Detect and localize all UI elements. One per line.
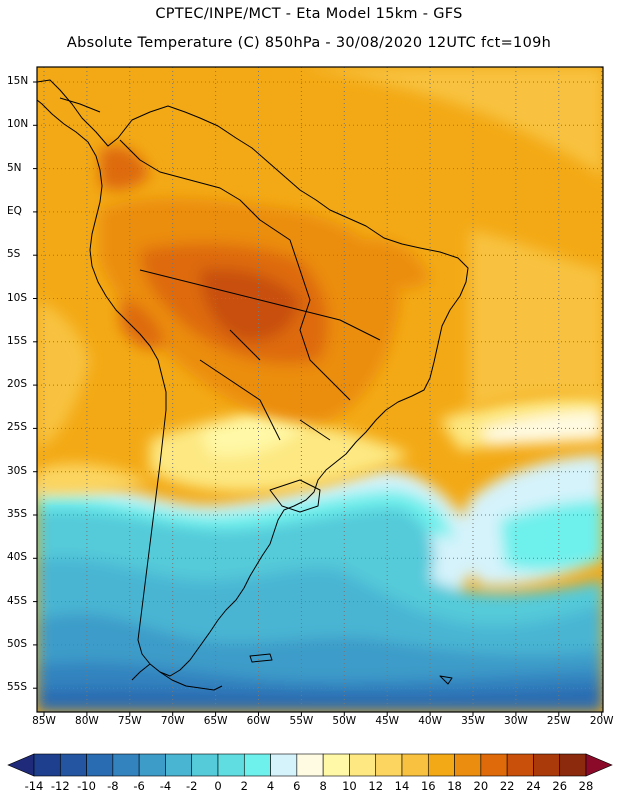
colorbar-swatch [243,753,271,777]
lat-label: 30S [7,464,28,477]
colorbar-label: 16 [420,779,436,793]
colorbar-swatch [33,753,61,777]
lon-label: 25W [546,715,571,727]
colorbar-label: 20 [473,779,489,793]
colorbar-swatch [322,753,350,777]
colorbar-swatch [296,753,324,777]
colorbar-swatch [138,753,166,777]
colorbar-label: 12 [368,779,384,793]
colorbar-swatch [59,753,87,777]
colorbar-label: -2 [185,779,198,793]
colorbar-swatch [454,753,482,777]
colorbar-label: 28 [578,779,594,793]
colorbar-label: 8 [319,779,327,793]
colorbar-label: 24 [526,779,541,793]
axis-ticks [33,81,603,716]
colorbar-swatch [559,753,587,777]
lon-label: 40W [418,715,442,727]
lat-label: 55S [7,681,28,694]
colorbar-swatch [480,753,508,777]
colorbar-label: -10 [77,779,96,793]
lat-label: EQ [7,204,22,217]
lon-label: 85W [32,715,56,727]
colorbar-swatch [349,753,377,777]
colorbar-label: 10 [342,779,357,793]
coastlines [37,79,469,691]
lon-label: 60W [246,715,271,727]
lat-label: 15N [7,75,29,87]
lon-label: 50W [332,715,357,727]
colorbar-label: 22 [499,779,515,793]
ocean-shading [37,67,603,450]
lon-label: 45W [375,715,400,727]
colorbar-swatch [165,753,193,777]
lat-label: 10S [7,291,28,304]
lat-label: 45S [7,594,28,607]
colorbar-low-arrow [7,753,35,777]
lon-label: 30W [504,715,528,727]
colorbar-swatch [375,753,403,777]
colorbar-swatch [86,753,114,777]
map-title: CPTEC/INPE/MCT - Eta Model 15km - GFS [155,6,463,22]
lon-label: 80W [75,715,99,727]
colorbar-swatch [401,753,429,777]
lat-label: 15S [7,334,28,347]
lon-label: 20W [589,715,614,727]
colorbar-swatch [533,753,561,777]
colorbar-label: 0 [214,779,222,793]
lat-label: 20S [7,378,28,391]
lon-label: 55W [289,715,314,727]
lat-label: 10N [7,118,29,131]
colorbar-label: -12 [50,779,70,793]
colorbar-label: 14 [394,779,410,793]
colorbar [7,753,613,777]
lat-label: 25S [7,421,28,434]
lat-label: 50S [7,637,28,650]
lat-label: 40S [7,551,28,564]
cold-air-mass [37,455,603,712]
colorbar-label: 2 [240,779,248,793]
colorbar-swatch [427,753,455,777]
colorbar-label: 4 [266,779,275,793]
lon-label: 70W [160,715,185,727]
lon-label: 35W [461,715,485,727]
colorbar-swatch [270,753,298,777]
colorbar-swatch [191,753,219,777]
lat-label: 5S [7,248,21,261]
colorbar-label: 18 [447,779,462,793]
colorbar-label: 26 [552,779,568,793]
colorbar-swatch [217,753,245,777]
colorbar-label: -14 [24,779,44,793]
colorbar-high-arrow [585,753,613,777]
colorbar-swatch [506,753,534,777]
lon-label: 65W [203,715,228,727]
map-frame [36,66,604,713]
colorbar-swatch [112,753,140,777]
map-subtitle: Absolute Temperature (C) 850hPa - 30/08/… [66,35,552,51]
colorbar-label: -8 [107,779,119,793]
lat-label: 5N [7,161,22,174]
colorbar-label: 6 [293,779,301,793]
heat-core [100,146,430,423]
lat-label: 35S [7,508,28,520]
frontal-band [37,395,603,495]
colorbar-label: -6 [133,779,145,793]
lon-label: 75W [117,715,142,727]
colorbar-label: -4 [159,779,172,793]
